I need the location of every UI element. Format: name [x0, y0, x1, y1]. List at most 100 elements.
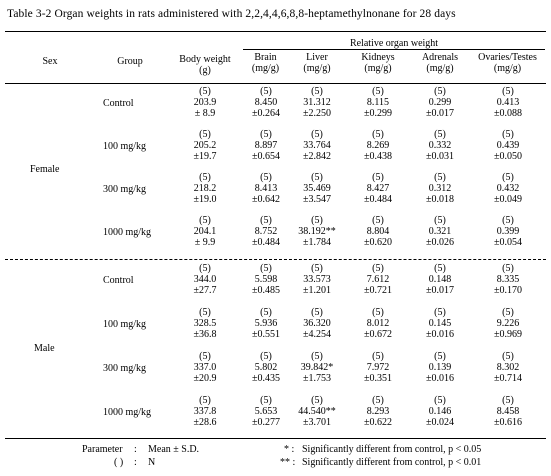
cell-n: (5)	[311, 86, 323, 97]
cell-sd: ±0.016	[426, 329, 454, 340]
cell-mean: 0.312	[428, 183, 452, 194]
cell-n: (5)	[311, 395, 323, 406]
cell-sd: ±0.016	[426, 373, 454, 384]
cell-n: (5)	[372, 351, 384, 362]
cell-mean: 8.012	[366, 318, 390, 329]
bottom-rule	[5, 438, 546, 439]
header-body-weight-unit: (g)	[199, 65, 211, 76]
cell-sd: ±0.049	[494, 194, 522, 205]
cell-sd: ±1.201	[303, 285, 331, 296]
table-cell: (5) 8.302 ±0.714	[471, 351, 546, 384]
footnote-n-value: N	[148, 457, 156, 468]
table-cell: (5) 8.897 ±0.654	[244, 129, 289, 162]
cell-n: (5)	[199, 172, 211, 183]
cell-n: (5)	[434, 351, 446, 362]
cell-n: (5)	[311, 307, 323, 318]
cell-sd: ±0.435	[252, 373, 280, 384]
table-cell: (5) 203.9 ± 8.9	[170, 86, 240, 119]
cell-mean: 337.0	[193, 362, 217, 373]
table-cell: (5) 38.192** ±1.784	[288, 215, 346, 248]
table-cell: (5) 0.413 ±0.088	[471, 86, 546, 119]
cell-mean: 33.573	[303, 274, 331, 285]
cell-mean: 0.145	[428, 318, 452, 329]
table-cell: (5) 337.0 ±20.9	[170, 351, 240, 384]
table-cell: (5) 0.432 ±0.049	[471, 172, 546, 205]
top-rule	[5, 31, 546, 32]
cell-n: (5)	[372, 395, 384, 406]
cell-sd: ±27.7	[193, 285, 217, 296]
cell-mean: 0.399	[496, 226, 520, 237]
header-relative-organ-weight: Relative organ weight	[349, 38, 439, 49]
cell-mean: 8.293	[366, 406, 390, 417]
cell-sd: ±19.0	[193, 194, 217, 205]
cell-mean: 0.299	[428, 97, 452, 108]
cell-sd: ±0.438	[364, 151, 392, 162]
group-label: 300 mg/kg	[103, 363, 147, 374]
cell-sd: ±0.351	[364, 373, 392, 384]
cell-mean: 44.540**	[298, 406, 336, 417]
header-brain: Brain (mg/g)	[243, 52, 288, 74]
group-label: 100 mg/kg	[103, 141, 147, 152]
cell-n: (5)	[434, 307, 446, 318]
cell-sd: ±0.088	[494, 108, 522, 119]
cell-sd: ±2.250	[303, 108, 331, 119]
table-cell: (5) 0.139 ±0.016	[410, 351, 470, 384]
cell-n: (5)	[434, 215, 446, 226]
cell-mean: 0.146	[428, 406, 452, 417]
cell-n: (5)	[311, 215, 323, 226]
cell-n: (5)	[260, 307, 272, 318]
cell-mean: 204.1	[193, 226, 217, 237]
cell-n: (5)	[502, 395, 514, 406]
table-cell: (5) 328.5 ±36.8	[170, 307, 240, 340]
cell-sd: ±0.714	[494, 373, 522, 384]
cell-n: (5)	[260, 351, 272, 362]
cell-n: (5)	[199, 86, 211, 97]
footnote-n-label: ( )	[114, 457, 124, 468]
table-cell: (5) 5.802 ±0.435	[244, 351, 289, 384]
group-label: 100 mg/kg	[103, 319, 147, 330]
sex-divider-rule	[5, 259, 546, 260]
cell-mean: 8.413	[254, 183, 278, 194]
header-adrenals: Adrenals (mg/g)	[410, 52, 470, 74]
table-cell: (5) 7.612 ±0.721	[346, 263, 410, 296]
cell-sd: ±0.484	[364, 194, 392, 205]
group-label: 1000 mg/kg	[103, 227, 152, 238]
footnote-sig1-text: Significantly different from control, p …	[302, 444, 482, 455]
group-label: 300 mg/kg	[103, 184, 147, 195]
table-cell: (5) 5.598 ±0.485	[244, 263, 289, 296]
table-cell: (5) 0.148 ±0.017	[410, 263, 470, 296]
header-bottom-rule	[5, 83, 546, 84]
group-label: 1000 mg/kg	[103, 407, 152, 418]
header-kidneys-label: Kidneys	[361, 52, 395, 63]
table-cell: (5) 33.573 ±1.201	[288, 263, 346, 296]
cell-sd: ±0.170	[494, 285, 522, 296]
header-liver: Liver (mg/g)	[288, 52, 346, 74]
cell-mean: 205.2	[193, 140, 217, 151]
footnote-n-sep: :	[134, 457, 137, 468]
cell-mean: 337.8	[193, 406, 217, 417]
relative-header-rule	[243, 49, 545, 50]
cell-mean: 8.115	[366, 97, 390, 108]
footnote-param-label: Parameter	[82, 444, 123, 455]
cell-n: (5)	[502, 263, 514, 274]
group-label: Control	[103, 98, 134, 109]
cell-n: (5)	[260, 263, 272, 274]
cell-mean: 8.458	[496, 406, 520, 417]
cell-sd: ±0.018	[426, 194, 454, 205]
cell-n: (5)	[502, 86, 514, 97]
cell-mean: 8.302	[496, 362, 520, 373]
cell-sd: ±1.753	[303, 373, 331, 384]
header-group: Group	[117, 56, 143, 67]
table-cell: (5) 8.458 ±0.616	[471, 395, 546, 428]
cell-sd: ±0.485	[252, 285, 280, 296]
table-cell: (5) 33.764 ±2.842	[288, 129, 346, 162]
cell-n: (5)	[434, 172, 446, 183]
cell-mean: 36.320	[303, 318, 331, 329]
cell-sd: ±0.622	[364, 417, 392, 428]
table-cell: (5) 0.146 ±0.024	[410, 395, 470, 428]
header-ovaries-testes-label: Ovaries/Testes	[478, 52, 537, 63]
header-liver-unit: (mg/g)	[303, 63, 331, 74]
cell-mean: 5.802	[254, 362, 278, 373]
cell-mean: 0.432	[496, 183, 520, 194]
header-kidneys: Kidneys (mg/g)	[346, 52, 410, 74]
